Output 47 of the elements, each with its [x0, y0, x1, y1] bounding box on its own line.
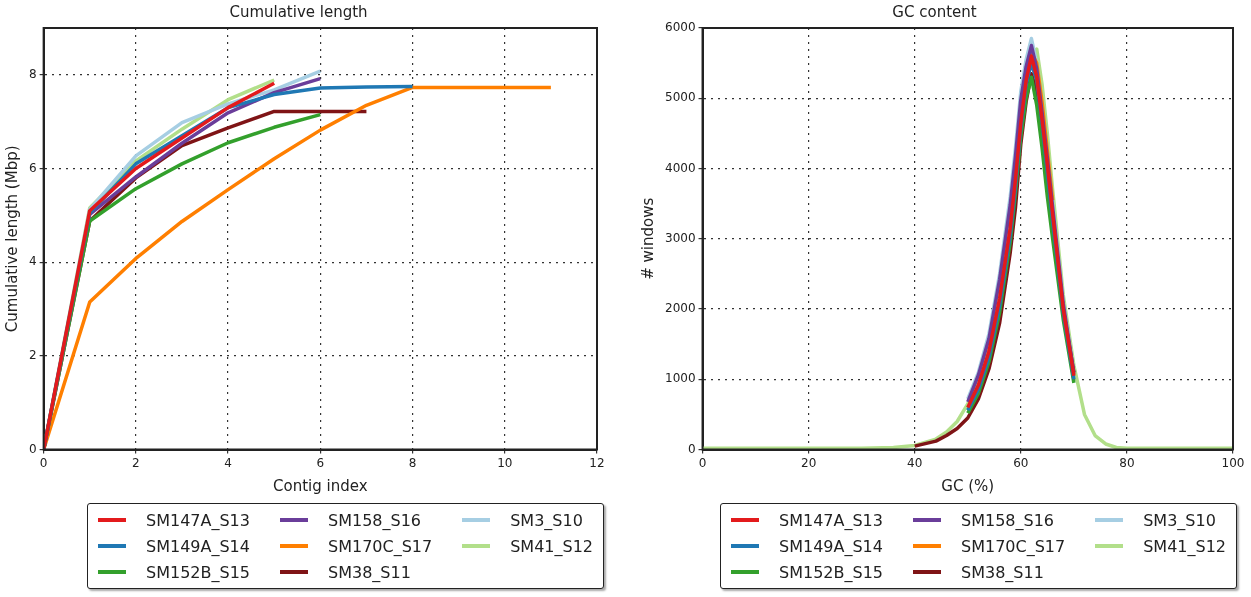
x-tick-label: 0	[698, 455, 707, 470]
y-tick-label: 5000	[664, 90, 696, 105]
y-tick-label: 0	[28, 441, 37, 456]
y-tick-label: 6	[28, 160, 37, 175]
legend-label: SM38_S11	[328, 562, 411, 582]
x-tick-label: 10	[497, 455, 513, 470]
y-tick-label: 6000	[664, 20, 696, 35]
legend-label: SM149A_S14	[779, 536, 883, 556]
legend-label: SM158_S16	[961, 510, 1055, 530]
legend-label: SM147A_S13	[779, 510, 883, 530]
chart-title: GC content	[892, 2, 977, 21]
x-tick-label: 60	[1013, 455, 1029, 470]
legend-label: SM147A_S13	[146, 510, 250, 530]
x-tick-label: 0	[39, 455, 48, 470]
y-tick-label: 1000	[664, 371, 696, 386]
legend-label: SM152B_S15	[779, 562, 883, 582]
x-tick-label: 2	[132, 455, 140, 470]
legend-label: SM170C_S17	[328, 536, 433, 556]
x-tick-label: 4	[224, 455, 232, 470]
x-tick-label: 80	[1119, 455, 1135, 470]
x-tick-label: 12	[589, 455, 605, 470]
x-tick-label: 8	[408, 455, 417, 470]
y-axis-title: # windows	[638, 197, 657, 280]
legend-label: SM3_S10	[510, 510, 583, 530]
y-tick-label: 2	[28, 348, 37, 363]
y-tick-label: 2000	[664, 301, 696, 316]
y-axis-title: Cumulative length (Mbp)	[2, 145, 21, 333]
x-tick-label: 20	[800, 455, 817, 470]
x-axis-title: Contig index	[273, 476, 368, 495]
legend-label: SM3_S10	[1143, 510, 1216, 530]
x-tick-label: 40	[907, 455, 923, 470]
y-tick-label: 8	[28, 66, 37, 81]
legend-label: SM41_S12	[510, 536, 594, 556]
chart-title: Cumulative length	[229, 2, 368, 21]
legend-label: SM149A_S14	[146, 536, 250, 556]
legend-label: SM170C_S17	[961, 536, 1066, 556]
legend-label: SM158_S16	[328, 510, 422, 530]
y-tick-label: 0	[687, 441, 696, 456]
x-axis-title: GC (%)	[941, 476, 995, 495]
y-tick-label: 4000	[664, 160, 696, 175]
y-tick-label: 3000	[664, 230, 696, 245]
legend-label: SM41_S12	[1143, 536, 1227, 556]
y-tick-label: 4	[28, 254, 37, 269]
legend-label: SM152B_S15	[146, 562, 250, 582]
x-tick-label: 6	[316, 455, 325, 470]
x-tick-label: 100	[1221, 455, 1245, 470]
legend-label: SM38_S11	[961, 562, 1044, 582]
